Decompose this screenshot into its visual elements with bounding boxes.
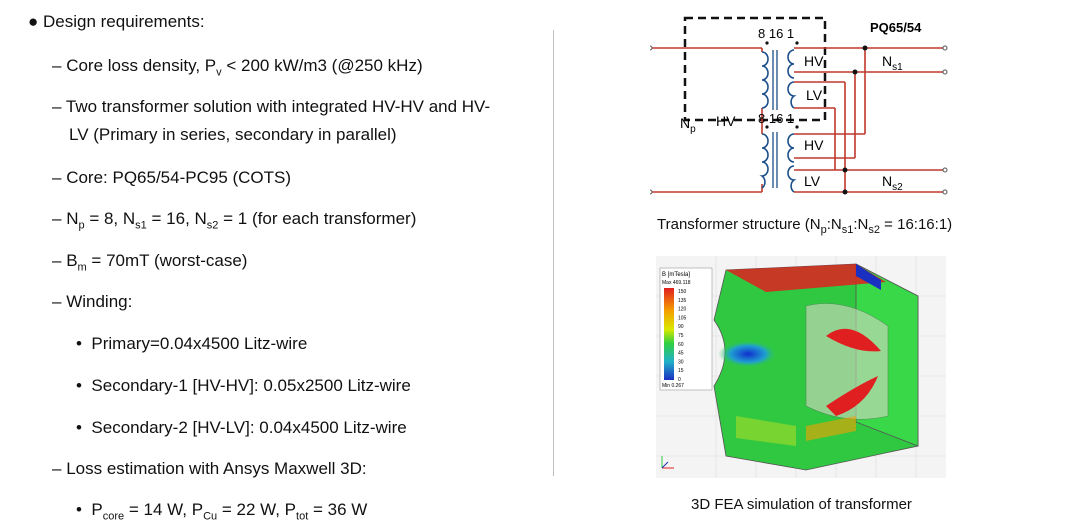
fea-simulation-image: B [mTesla] Max 469.118 15013512010590756…: [656, 256, 946, 478]
legend-tick-120: 120: [678, 307, 687, 313]
two-transformer-item-cont: LV (Primary in series, secondary in para…: [69, 125, 397, 144]
legend-tick-75: 75: [678, 333, 684, 339]
ploss-item: • Pcore = 14 W, PCu = 22 W, Ptot = 36 W: [76, 500, 368, 523]
legend-tick-150: 150: [678, 289, 687, 295]
legend-tick-30: 30: [678, 359, 684, 365]
primary-item: • Primary=0.04x4500 Litz-wire: [76, 334, 308, 353]
hv-upper-label: HV: [804, 53, 824, 69]
ns1-label: Ns1: [882, 53, 903, 73]
secondary2-item: • Secondary-2 [HV-LV]: 0.04x4500 Litz-wi…: [76, 418, 407, 437]
two-transformer-item: – Two transformer solution with integrat…: [52, 97, 491, 116]
legend-tick-15: 15: [678, 368, 684, 374]
bullet-dot: ●: [28, 12, 43, 31]
schematic-caption: Transformer structure (Np:Ns1:Ns2 = 16:1…: [657, 216, 953, 236]
core-item: – Core: PQ65/54-PC95 (COTS): [52, 168, 292, 187]
legend-tick-45: 45: [678, 351, 684, 357]
winding-item: – Winding:: [52, 292, 133, 311]
legend-tick-105: 105: [678, 315, 687, 321]
design-requirements: ● Design requirements: – Core loss densi…: [28, 12, 491, 523]
bm-item: – Bm = 70mT (worst-case): [52, 251, 248, 274]
legend-tick-60: 60: [678, 342, 684, 348]
hv-lower-label: HV: [804, 137, 824, 153]
legend-tick-0: 0: [678, 377, 681, 383]
core-dashed-box: [683, 16, 827, 122]
core-loss-item: – Core loss density, Pv < 200 kW/m3 (@25…: [52, 56, 423, 79]
hv-left-label: HV: [716, 113, 736, 129]
hv-coil-upper: [787, 49, 795, 79]
legend-min: Min 0.267: [662, 383, 684, 389]
turns-item: – Np = 8, Ns1 = 16, Ns2 = 1 (for each tr…: [52, 209, 417, 232]
legend-title: B [mTesla]: [662, 272, 690, 278]
top-pins-label: 8 16 1: [758, 26, 794, 41]
legend-tick-135: 135: [678, 298, 687, 304]
heading: ● Design requirements:: [28, 12, 205, 31]
legend-max: Max 469.118: [662, 280, 691, 286]
lv-coil-upper: [787, 81, 797, 109]
bottom-pins-label: 8 16 1: [758, 111, 794, 126]
primary-coil-upper: [761, 51, 769, 109]
hv-coil-lower: [787, 133, 795, 163]
core-title: PQ65/54: [870, 20, 922, 35]
lv-lower-label: LV: [804, 173, 821, 189]
secondary1-item: • Secondary-1 [HV-HV]: 0.05x2500 Litz-wi…: [76, 376, 411, 395]
ns2-label: Ns2: [882, 173, 903, 193]
vertical-divider: [553, 30, 554, 476]
loss-item: – Loss estimation with Ansys Maxwell 3D:: [52, 459, 367, 478]
legend-tick-90: 90: [678, 324, 684, 330]
fea-caption: 3D FEA simulation of transformer: [691, 496, 912, 513]
lv-upper-label: LV: [806, 87, 823, 103]
np-label: Np: [680, 115, 696, 135]
transformer-schematic: PQ65/54 8 16 1 8 16 1 HV LV HV LV Np HV …: [650, 16, 948, 195]
lv-coil-lower: [787, 165, 797, 193]
primary-coil-lower: [759, 133, 769, 189]
flux-low-region: [718, 340, 778, 368]
